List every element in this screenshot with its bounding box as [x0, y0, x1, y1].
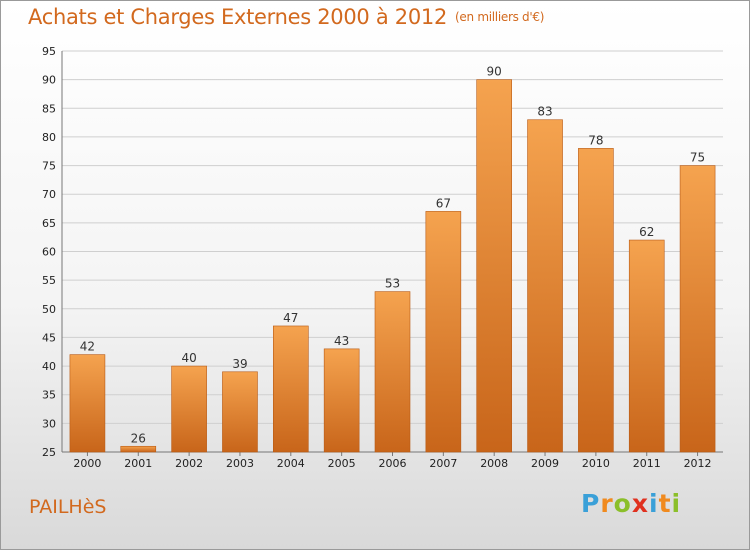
- chart-title: Achats et Charges Externes 2000 à 2012: [28, 5, 448, 29]
- y-tick-label: 40: [42, 360, 56, 373]
- x-tick-label: 2007: [429, 457, 457, 470]
- y-tick-label: 95: [42, 45, 56, 58]
- data-label: 90: [487, 65, 502, 79]
- data-label: 47: [283, 311, 298, 325]
- proxiti-logo[interactable]: Proxiti: [581, 489, 681, 518]
- data-label: 40: [181, 351, 196, 365]
- x-tick-label: 2008: [480, 457, 508, 470]
- y-tick-label: 60: [42, 246, 56, 259]
- bar: [222, 371, 258, 453]
- x-tick-label: 2006: [379, 457, 407, 470]
- y-tick-label: 70: [42, 188, 56, 201]
- bar: [628, 239, 665, 453]
- logo-letter: x: [631, 489, 649, 518]
- bar: [476, 79, 512, 453]
- bar: [120, 445, 157, 453]
- data-label: 62: [639, 225, 654, 239]
- y-tick-label: 80: [42, 131, 56, 144]
- y-tick-label: 55: [42, 274, 56, 287]
- x-tick-label: 2000: [73, 457, 101, 470]
- bar: [578, 148, 614, 453]
- bar: [323, 348, 360, 453]
- x-tick-label: 2002: [175, 457, 203, 470]
- y-tick-label: 45: [42, 331, 56, 344]
- y-tick-label: 25: [42, 446, 56, 459]
- data-labels: 42 26 40 39 47 43 53 67 90 83 78 62 75: [80, 65, 705, 446]
- x-tick-label: 2012: [684, 457, 712, 470]
- logo-letter: r: [600, 489, 614, 518]
- x-tick-label: 2009: [531, 457, 559, 470]
- data-label: 78: [588, 133, 603, 147]
- bar: [425, 211, 462, 453]
- data-label: 75: [690, 151, 705, 165]
- y-tick-label: 65: [42, 217, 56, 230]
- x-tick-label: 2005: [328, 457, 356, 470]
- y-tick-label: 35: [42, 389, 56, 402]
- commune-name: PAILHèS: [29, 496, 107, 518]
- bar: [171, 365, 207, 453]
- data-label: 42: [80, 340, 95, 354]
- data-label: 83: [537, 105, 552, 119]
- bars: [69, 79, 716, 453]
- logo-letter: P: [581, 489, 601, 518]
- data-label: 39: [232, 357, 247, 371]
- data-label: 53: [385, 277, 400, 291]
- logo-letter: t: [658, 489, 672, 518]
- y-tick-label: 75: [42, 160, 56, 173]
- bar: [69, 354, 106, 453]
- data-label: 26: [131, 431, 146, 445]
- bar: [273, 325, 309, 453]
- x-tick-label: 2004: [277, 457, 305, 470]
- chart-subtitle: (en milliers d'€): [455, 10, 545, 24]
- y-tick-label: 90: [42, 74, 56, 87]
- x-tick-label: 2001: [124, 457, 152, 470]
- bar: [527, 119, 563, 453]
- y-tick-label: 85: [42, 102, 56, 115]
- chart-title-block: Achats et Charges Externes 2000 à 2012 (e…: [28, 5, 544, 29]
- x-tick-label: 2010: [582, 457, 610, 470]
- y-tick-label: 50: [42, 303, 56, 316]
- bar: [374, 291, 411, 453]
- bar: [679, 165, 716, 453]
- logo-letter: i: [649, 489, 659, 518]
- logo-letter: o: [613, 489, 632, 518]
- x-tick-label: 2003: [226, 457, 254, 470]
- data-label: 43: [334, 334, 349, 348]
- y-tick-label: 30: [42, 417, 56, 430]
- x-tick-label: 2011: [633, 457, 661, 470]
- logo-letter: i: [671, 489, 682, 518]
- data-label: 67: [436, 196, 451, 210]
